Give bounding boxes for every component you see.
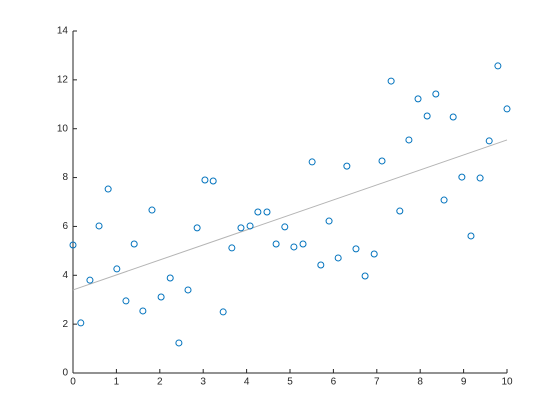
x-tick-label: 0 xyxy=(70,377,76,388)
point xyxy=(352,245,360,253)
point xyxy=(485,137,493,145)
point xyxy=(414,95,422,103)
x-tick-label: 1 xyxy=(114,377,120,388)
x-tick-label: 3 xyxy=(200,377,206,388)
point xyxy=(299,240,307,248)
point xyxy=(343,162,351,170)
point xyxy=(449,113,457,121)
point xyxy=(209,177,217,185)
y-tick-label: 14 xyxy=(57,26,69,37)
point xyxy=(361,272,369,280)
point xyxy=(77,319,85,327)
y-tick-label: 10 xyxy=(57,123,69,134)
point xyxy=(157,293,165,301)
point xyxy=(122,297,130,305)
point xyxy=(440,196,448,204)
point xyxy=(272,240,280,248)
point xyxy=(130,240,138,248)
point xyxy=(325,217,333,225)
x-tick-label: 8 xyxy=(417,377,423,388)
y-tick-label: 4 xyxy=(62,270,68,281)
y-tick-label: 2 xyxy=(62,319,68,330)
point xyxy=(246,222,254,230)
y-tick-label: 0 xyxy=(62,368,68,379)
fit-line xyxy=(72,139,508,291)
point xyxy=(378,157,386,165)
point xyxy=(263,208,271,216)
point xyxy=(334,254,342,262)
y-tick-label: 8 xyxy=(62,172,68,183)
x-tick-label: 10 xyxy=(501,377,513,388)
point xyxy=(237,224,245,232)
x-tick-label: 2 xyxy=(157,377,163,388)
point xyxy=(104,185,112,193)
point xyxy=(405,136,413,144)
point xyxy=(370,250,378,258)
point xyxy=(69,241,77,249)
x-tick-label: 9 xyxy=(461,377,467,388)
point xyxy=(175,339,183,347)
point xyxy=(467,232,475,240)
point xyxy=(95,222,103,230)
point xyxy=(308,158,316,166)
point xyxy=(166,274,174,282)
point xyxy=(503,105,511,113)
point xyxy=(396,207,404,215)
point xyxy=(290,243,298,251)
point xyxy=(86,276,94,284)
point xyxy=(201,176,209,184)
point xyxy=(476,174,484,182)
x-tick-label: 7 xyxy=(374,377,380,388)
point xyxy=(317,261,325,269)
point xyxy=(219,308,227,316)
x-tick-label: 4 xyxy=(244,377,250,388)
point xyxy=(423,112,431,120)
point xyxy=(228,244,236,252)
x-tick-label: 5 xyxy=(287,377,293,388)
point xyxy=(113,265,121,273)
point xyxy=(387,77,395,85)
y-tick-label: 6 xyxy=(62,221,68,232)
point xyxy=(193,224,201,232)
point xyxy=(184,286,192,294)
point xyxy=(139,307,147,315)
point xyxy=(432,90,440,98)
point xyxy=(254,208,262,216)
point xyxy=(281,223,289,231)
x-tick-label: 6 xyxy=(331,377,337,388)
y-tick-label: 12 xyxy=(57,74,69,85)
point xyxy=(148,206,156,214)
point xyxy=(458,173,466,181)
point xyxy=(494,62,502,70)
